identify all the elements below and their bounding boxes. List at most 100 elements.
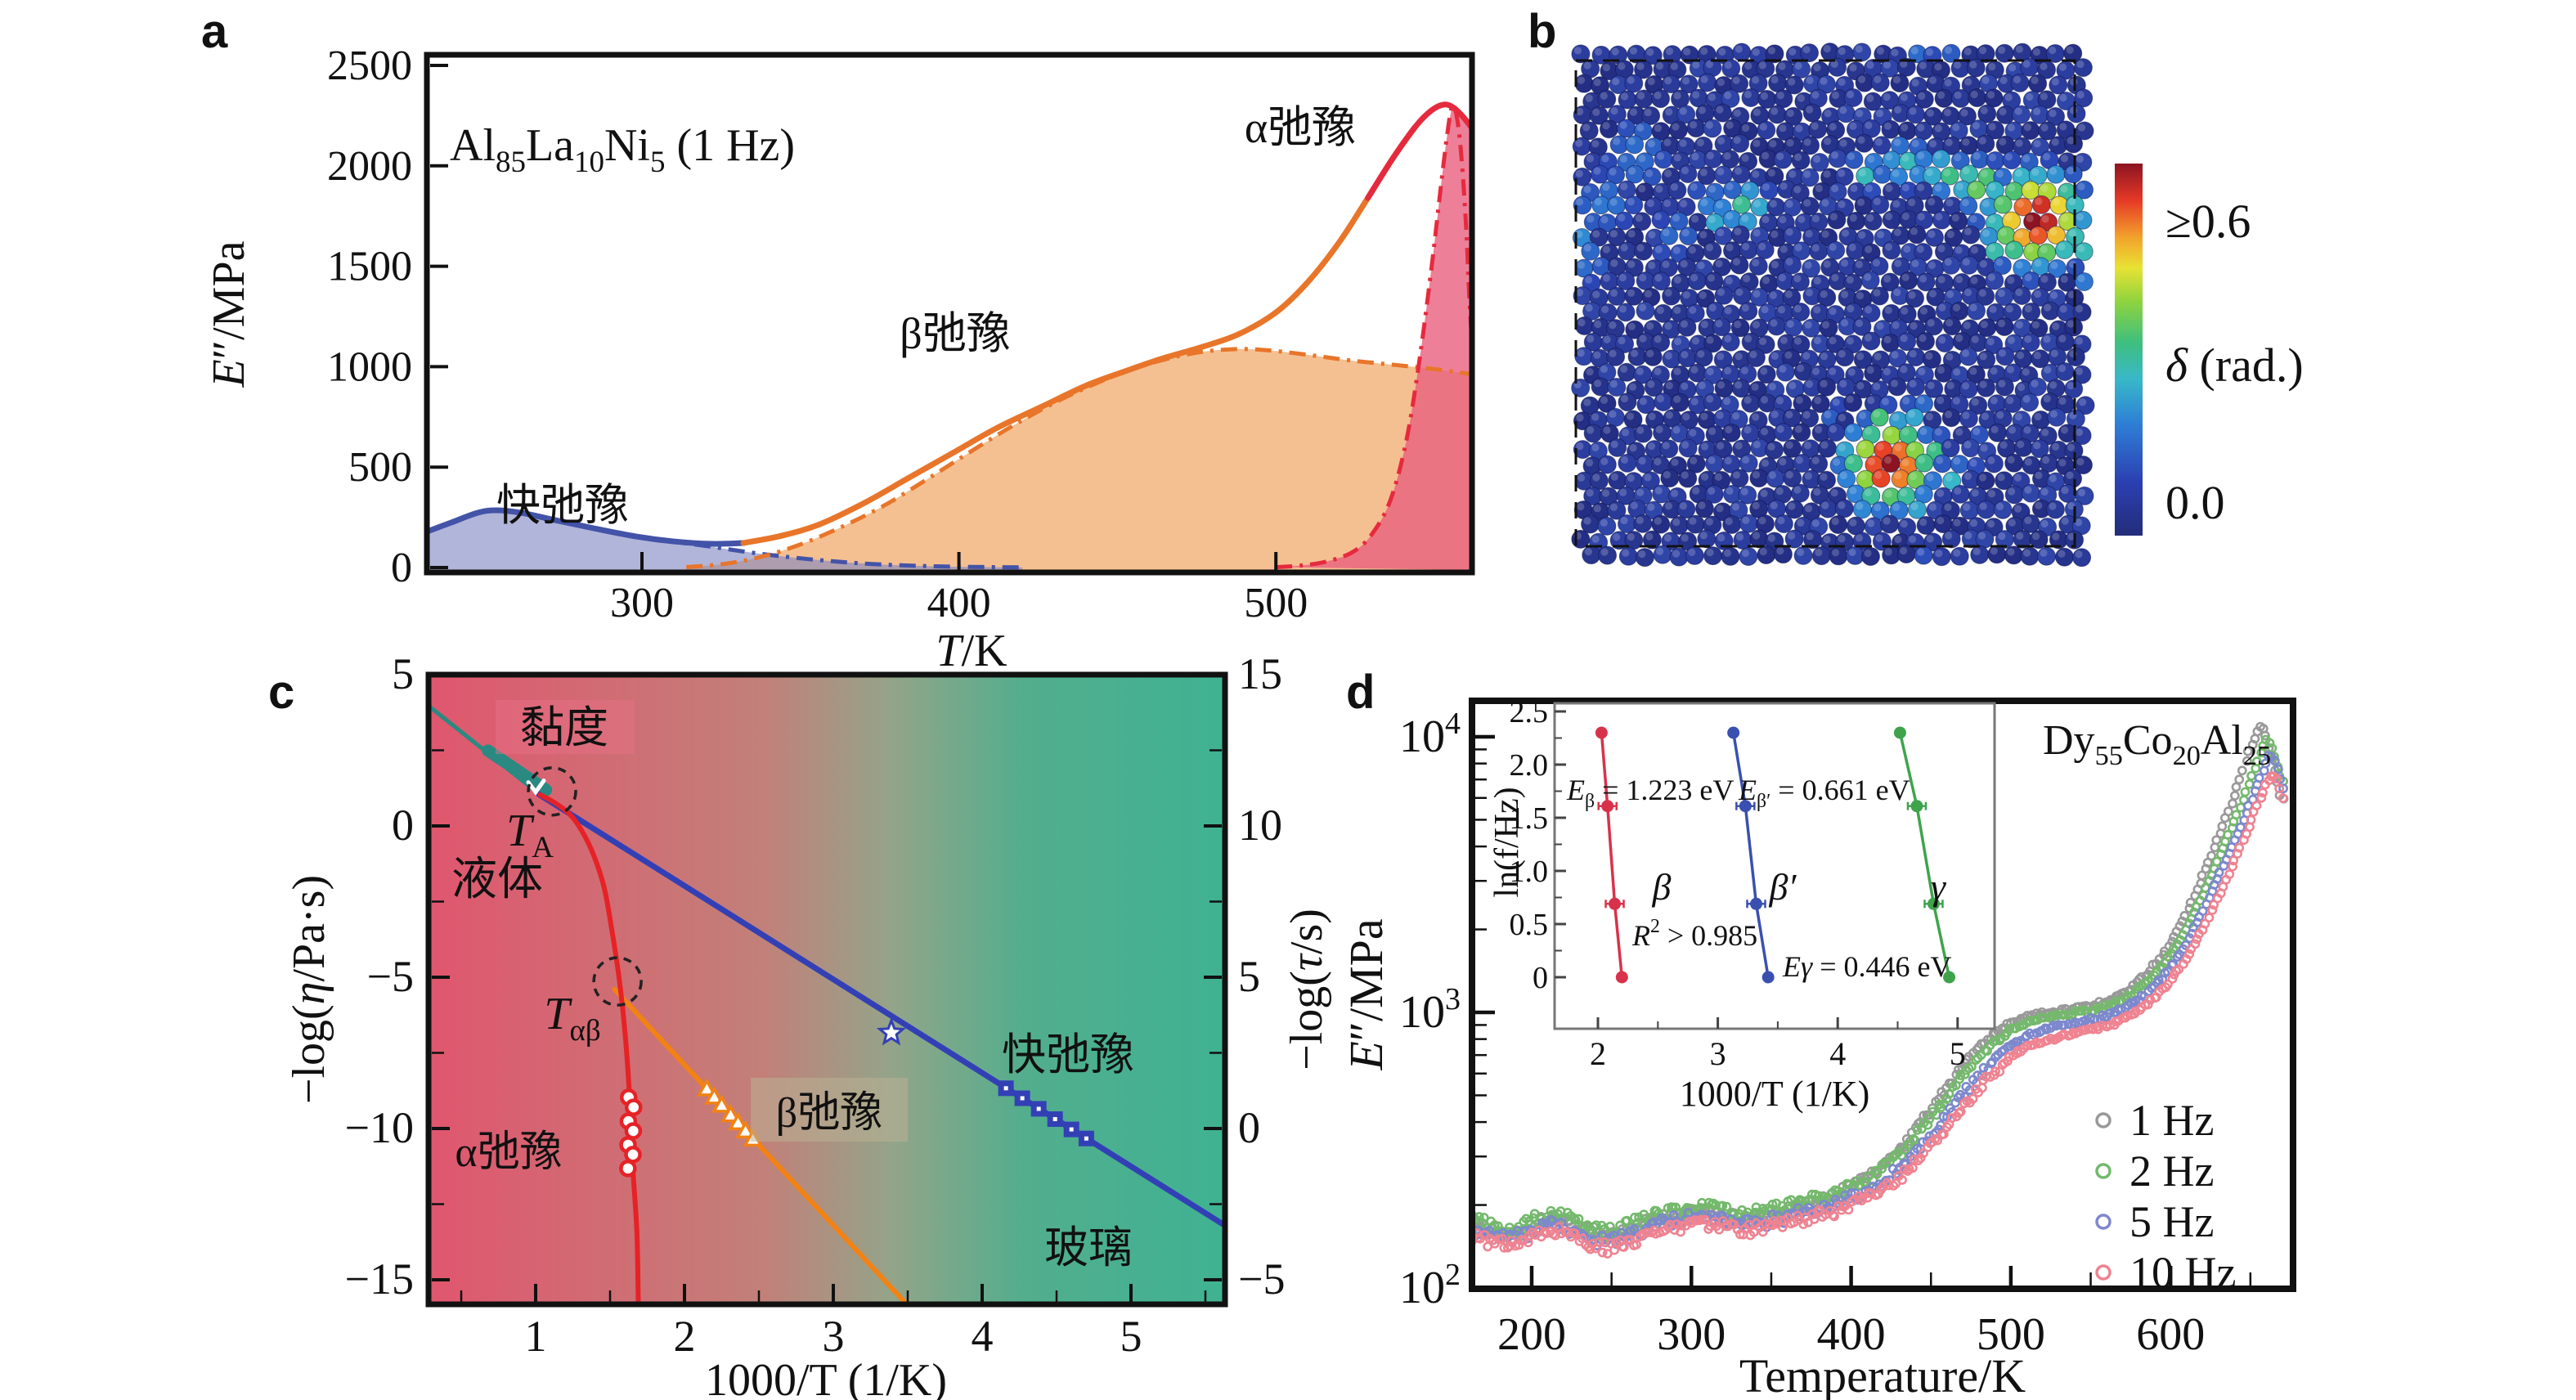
panel-c-tick-labels: 1 2 3 4 5 5 0 −5 −10 −15 15 10 5 0 −5: [345, 649, 1286, 1361]
viscosity-label-box: [496, 700, 635, 754]
panel-a-letter: a: [201, 5, 228, 58]
svg-text:10: 10: [1238, 801, 1282, 850]
svg-text:1500: 1500: [327, 244, 412, 290]
svg-text:103: 103: [1399, 982, 1461, 1038]
svg-text:5: 5: [1120, 1312, 1142, 1361]
legend-10hz: 10 Hz: [2129, 1248, 2236, 1297]
svg-text:−5: −5: [1238, 1254, 1285, 1304]
svg-text:2: 2: [1590, 1035, 1606, 1072]
inset-tick-labels: 2 3 4 5 0 0.5 1.0 1.5 2.0 2.5: [1510, 695, 1966, 1072]
inset-ticks: [1555, 710, 1959, 1029]
svg-text:2.5: 2.5: [1510, 695, 1549, 729]
inset-betaprime-label: β′: [1769, 866, 1797, 908]
panel-d-letter: d: [1346, 666, 1375, 719]
inset-ylabel: ln(f/Hz): [1488, 787, 1526, 897]
panel-b: b ≥0.6 δ (rad.) 0.0: [1528, 5, 2304, 568]
svg-text:0.5: 0.5: [1510, 908, 1549, 942]
viscosity-label: 黏度: [520, 703, 608, 752]
svg-text:4: 4: [972, 1312, 994, 1361]
panel-c-ylabel-left: −log(η/Pa·s): [284, 875, 334, 1104]
svg-text:2000: 2000: [327, 143, 412, 190]
beta-fill: [686, 348, 1472, 570]
svg-text:5: 5: [1950, 1035, 1966, 1072]
svg-text:500: 500: [348, 444, 412, 491]
svg-text:1.5: 1.5: [1510, 801, 1549, 836]
inset-gamma-label: γ: [1931, 866, 1947, 908]
svg-text:400: 400: [1817, 1309, 1886, 1360]
svg-text:102: 102: [1399, 1258, 1461, 1313]
composition-annotation: Dy55Co20Al25: [2043, 717, 2271, 771]
colorbar: [2115, 164, 2143, 536]
panel-d-ticks: [1475, 734, 2252, 1290]
panel-a: a 300 400 500 0 500 1000 1500 2000 2500 Al85La10…: [201, 5, 1475, 676]
beta-branch-label: β弛豫: [776, 1090, 882, 1137]
panel-c-ticks: [432, 673, 1222, 1302]
legend-dot: [2095, 1112, 2112, 1129]
beta_line: [612, 986, 910, 1304]
colorbar-min-label: 0.0: [2165, 476, 2225, 529]
glass-label: 玻璃: [1044, 1223, 1133, 1272]
fast_line: [536, 791, 1225, 1228]
svg-text:4: 4: [1829, 1035, 1846, 1072]
simulation-box-outline: [1574, 59, 2076, 548]
svg-text:300: 300: [1657, 1309, 1726, 1360]
inset-Ebetaprime-label: Eβ′ = 0.661 eV: [1738, 774, 1910, 812]
panel-a-ticks: [430, 64, 1278, 570]
svg-text:500: 500: [1244, 580, 1308, 626]
inset-frame: [1553, 702, 1996, 1030]
legend-dot: [2095, 1163, 2112, 1179]
liquid-label: 液体: [451, 855, 543, 905]
panel-c-xlabel: 1000/T (1/K): [705, 1355, 947, 1400]
panel-a-frame: [424, 52, 1475, 576]
svg-text:−5: −5: [367, 952, 414, 1001]
inset-content: [1595, 726, 1956, 984]
colorbar-title: δ (rad.): [2165, 339, 2304, 392]
panel-d-xlabel: Temperature/K: [1739, 1349, 2026, 1400]
alpha-fill: [1276, 107, 1472, 570]
svg-text:15: 15: [1238, 649, 1282, 698]
panel-d-tick-labels: 200 300 400 500 600 102 103 104: [1399, 707, 2205, 1360]
svg-text:5: 5: [392, 649, 414, 698]
legend-dot: [2095, 1214, 2112, 1230]
panel-a-title: Al85La10Ni5 (1 Hz): [450, 120, 795, 178]
inset-beta-label: β: [1652, 866, 1672, 908]
svg-text:0: 0: [1238, 1103, 1260, 1152]
inset-series-beta_prime: [1731, 732, 1770, 978]
svg-text:5: 5: [1238, 952, 1260, 1001]
svg-text:0: 0: [391, 545, 412, 591]
relaxation-map-lines: [429, 703, 1225, 1304]
panel-a-ylabel: E″/MPa: [204, 240, 254, 388]
svg-text:2: 2: [674, 1312, 696, 1361]
inset-series-beta: [1600, 732, 1624, 978]
modulus-scatter-series: [1472, 721, 2289, 1259]
inset-series-gamma: [1898, 732, 1951, 978]
fast-relaxation-label: 快弛豫: [496, 481, 629, 530]
arrhenius-inset: 2 3 4 5 0 0.5 1.0 1.5 2.0 2.5 Eβ = 1.223 eV Eβ′ =…: [1488, 695, 1996, 1114]
panel-a-xlabel: T/K: [936, 626, 1007, 676]
inset-Ebeta-label: Eβ = 1.223 eV: [1566, 774, 1734, 812]
svg-text:1: 1: [525, 1312, 547, 1361]
panel-c-letter: c: [268, 666, 294, 719]
svg-text:600: 600: [2136, 1309, 2205, 1360]
liquid-glass-background: [429, 675, 1225, 1304]
svg-text:400: 400: [927, 580, 991, 626]
inset-r2-label: R2 > 0.985: [1631, 916, 1757, 952]
svg-text:2500: 2500: [327, 43, 412, 89]
panel-a-tick-labels: 300 400 500 0 500 1000 1500 2000 2500: [327, 43, 1308, 626]
panel-d-ylabel: E″/MPa: [1340, 918, 1393, 1070]
svg-text:200: 200: [1497, 1309, 1566, 1360]
md-snapshot-particles: [1571, 43, 2095, 568]
legend-1hz: 1 Hz: [2129, 1096, 2214, 1145]
legend-2hz: 2 Hz: [2129, 1146, 2214, 1196]
alpha-branch-label: α弛豫: [455, 1129, 562, 1176]
svg-text:1.0: 1.0: [1510, 855, 1549, 889]
colorbar-max-label: ≥0.6: [2165, 195, 2251, 248]
legend-dot: [2095, 1264, 2112, 1281]
panel-c-ylabel-right: −log(τ/s): [1281, 909, 1332, 1070]
svg-text:2.0: 2.0: [1510, 748, 1549, 783]
svg-text:0: 0: [1533, 961, 1548, 995]
svg-text:3: 3: [1710, 1035, 1726, 1072]
Tab-label: Tαβ: [544, 989, 600, 1047]
